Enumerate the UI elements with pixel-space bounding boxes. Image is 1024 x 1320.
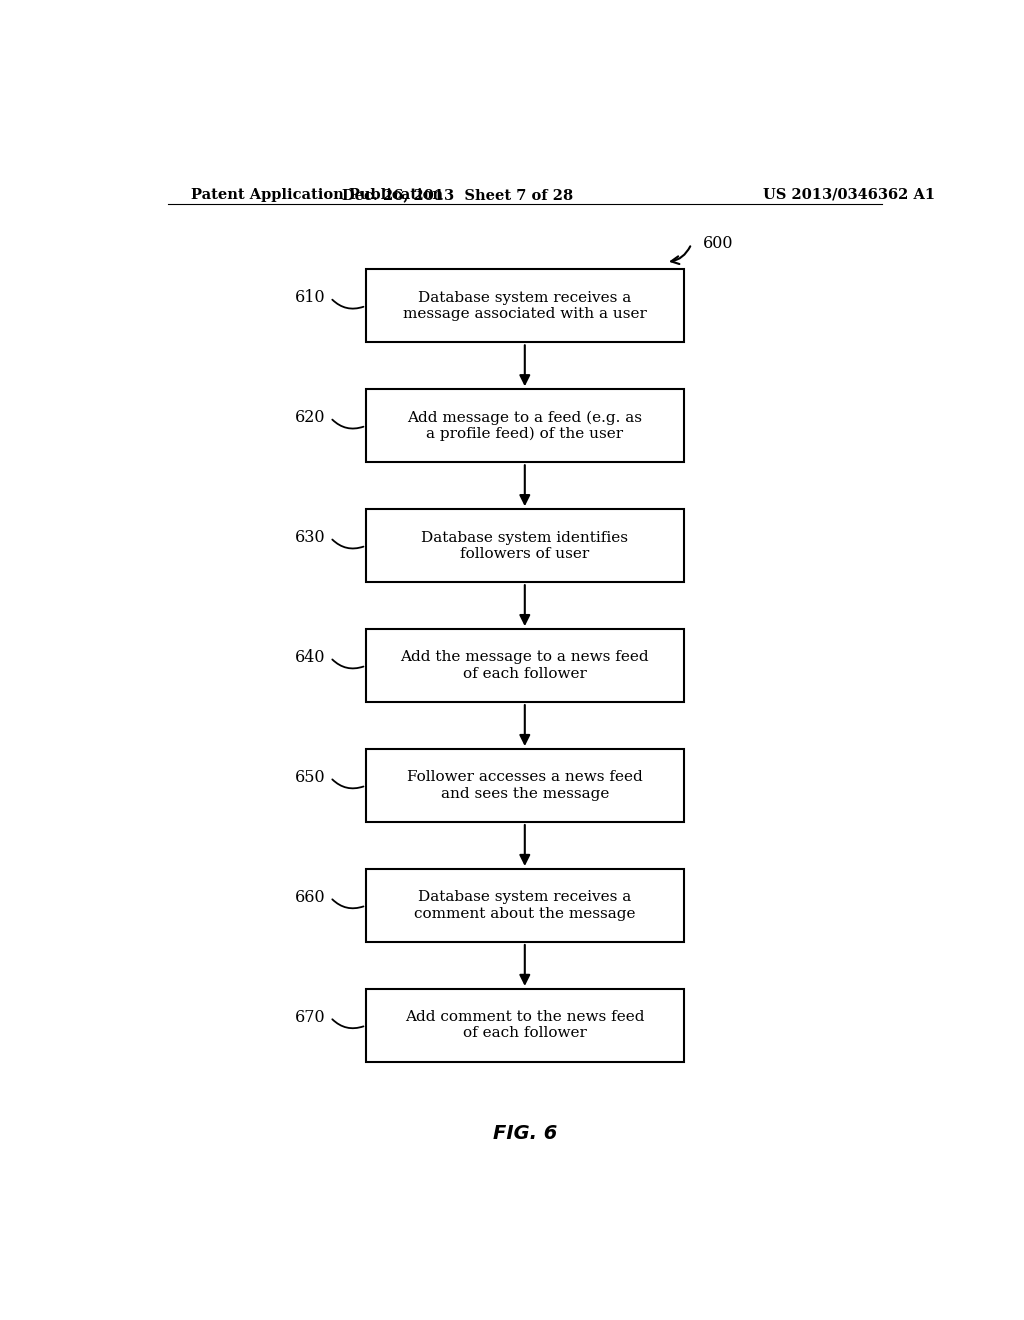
Text: FIG. 6: FIG. 6 [493,1123,557,1143]
Text: Database system receives a
message associated with a user: Database system receives a message assoc… [402,290,647,321]
Text: Add comment to the news feed
of each follower: Add comment to the news feed of each fol… [406,1010,644,1040]
Text: 620: 620 [295,409,326,426]
Text: 650: 650 [295,768,326,785]
Text: Database system receives a
comment about the message: Database system receives a comment about… [414,891,636,920]
Text: Add the message to a news feed
of each follower: Add the message to a news feed of each f… [400,651,649,681]
Bar [367,748,684,822]
Bar [367,269,684,342]
Text: Patent Application Publication: Patent Application Publication [191,187,443,202]
Text: 670: 670 [295,1008,326,1026]
Text: US 2013/0346362 A1: US 2013/0346362 A1 [763,187,935,202]
Text: Database system identifies
followers of user: Database system identifies followers of … [421,531,629,561]
Bar [367,869,684,942]
Bar [367,510,684,582]
Text: 640: 640 [295,649,326,667]
Text: Follower accesses a news feed
and sees the message: Follower accesses a news feed and sees t… [407,771,643,801]
Text: Dec. 26, 2013  Sheet 7 of 28: Dec. 26, 2013 Sheet 7 of 28 [342,187,572,202]
Text: 610: 610 [295,289,326,306]
Text: 600: 600 [703,235,734,252]
Bar [367,989,684,1063]
Bar [367,630,684,702]
Text: 630: 630 [295,529,326,546]
Text: 660: 660 [295,888,326,906]
Bar [367,389,684,462]
Text: Add message to a feed (e.g. as
a profile feed) of the user: Add message to a feed (e.g. as a profile… [408,411,642,441]
